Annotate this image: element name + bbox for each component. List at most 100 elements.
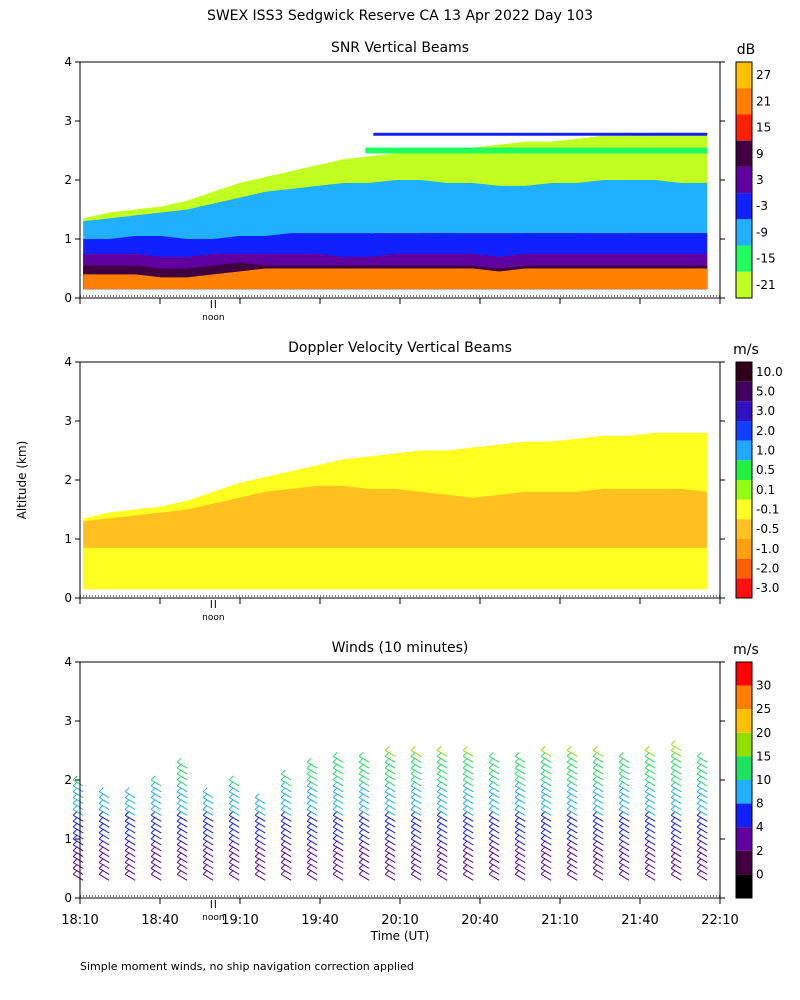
wind-barb <box>644 803 656 810</box>
wind-barb-feather <box>462 746 468 751</box>
wind-barb <box>358 873 370 881</box>
wind-barb <box>410 749 422 757</box>
wind-barb <box>514 862 526 869</box>
wind-barb <box>618 832 630 840</box>
wind-barb <box>436 826 448 834</box>
wind-barb <box>306 832 318 840</box>
wind-barb <box>462 850 474 858</box>
wind-barb <box>514 844 526 852</box>
wind-barb <box>254 850 266 858</box>
wind-barb <box>176 838 188 846</box>
wind-barb <box>488 832 500 840</box>
wind-barb <box>436 856 448 864</box>
y-tick-label: 0 <box>64 891 72 905</box>
wind-barb <box>124 838 136 846</box>
wind-profile <box>332 751 344 881</box>
panel-2: Doppler Velocity Vertical Beams 0 1 2 3 4 noon… <box>64 340 782 623</box>
wind-barb <box>696 761 708 769</box>
colorbar-swatch <box>736 662 752 686</box>
wind-barb <box>462 803 474 810</box>
wind-barb <box>514 814 526 822</box>
wind-barb <box>462 820 474 828</box>
wind-barb <box>410 850 422 858</box>
wind-barb <box>228 867 240 875</box>
wind-barb-feather <box>644 746 650 751</box>
wind-barb <box>202 808 214 816</box>
wind-barb <box>462 856 474 864</box>
wind-barb <box>150 856 162 864</box>
wind-barb <box>384 797 396 805</box>
wind-barb <box>306 862 318 869</box>
wind-barb <box>592 773 604 781</box>
colorbar-swatch <box>736 685 752 710</box>
wind-barb <box>150 850 162 858</box>
colorbar-label: -0.5 <box>756 522 779 536</box>
wind-barb <box>332 850 344 858</box>
colorbar-label: 0.1 <box>756 483 775 497</box>
colorbar-swatch <box>736 850 752 875</box>
wind-barb <box>98 832 110 840</box>
wind-barb <box>332 862 344 869</box>
wind-barb <box>72 873 84 881</box>
wind-barb <box>72 832 84 840</box>
y-tick-label: 1 <box>64 532 72 546</box>
wind-barb <box>280 867 292 875</box>
colorbar-swatch <box>736 440 752 461</box>
colorbar-swatch <box>736 827 752 851</box>
wind-barb <box>384 814 396 822</box>
wind-barb-feather <box>670 740 676 745</box>
wind-barb <box>488 820 500 828</box>
wind-barb <box>410 767 422 775</box>
wind-barb <box>618 850 630 858</box>
wind-barb <box>462 779 474 787</box>
wind-barb <box>410 856 422 864</box>
wind-barb <box>254 814 266 822</box>
y-tick-label: 2 <box>64 473 72 487</box>
wind-barb-feather <box>150 775 156 781</box>
wind-barb <box>540 850 552 858</box>
wind-barb <box>98 838 110 846</box>
wind-barb <box>72 779 84 787</box>
y-tick-label: 0 <box>64 591 72 605</box>
colorbar-label: -9 <box>756 225 768 239</box>
wind-barb <box>202 873 214 881</box>
wind-barb <box>436 785 448 793</box>
wind-barb <box>488 803 500 810</box>
wind-barb <box>618 862 630 869</box>
wind-barb <box>150 826 162 834</box>
noon-label: noon <box>202 613 224 623</box>
wind-barb <box>306 779 318 787</box>
wind-barb <box>124 791 136 799</box>
wind-barb-feather <box>358 751 364 757</box>
wind-barb <box>514 779 526 787</box>
y-tick-label: 3 <box>64 114 72 128</box>
wind-barb <box>280 850 292 858</box>
wind-barb <box>436 862 448 869</box>
wind-barb <box>202 820 214 828</box>
colorbar-swatch <box>736 499 752 520</box>
wind-barb <box>384 785 396 793</box>
wind-barb <box>644 779 656 787</box>
colorbar-units: m/s <box>733 342 759 358</box>
wind-barb <box>436 850 448 858</box>
wind-barb <box>514 832 526 840</box>
wind-barb <box>72 838 84 846</box>
wind-barb <box>462 761 474 769</box>
wind-barb <box>488 850 500 858</box>
contour-band--3 <box>373 233 708 237</box>
colorbar-frame <box>735 661 753 899</box>
wind-barb <box>566 755 578 763</box>
x-tick-label: 21:40 <box>621 913 658 928</box>
wind-barb <box>202 803 214 810</box>
y-axis-label: Altitude (km) <box>15 441 29 520</box>
wind-barb <box>618 791 630 799</box>
wind-barb <box>592 844 604 852</box>
wind-barb <box>566 873 578 881</box>
wind-barb <box>644 797 656 805</box>
wind-barb <box>514 820 526 828</box>
wind-barb <box>696 791 708 799</box>
wind-barb <box>462 773 474 781</box>
wind-barb <box>384 791 396 799</box>
wind-barb <box>384 867 396 875</box>
